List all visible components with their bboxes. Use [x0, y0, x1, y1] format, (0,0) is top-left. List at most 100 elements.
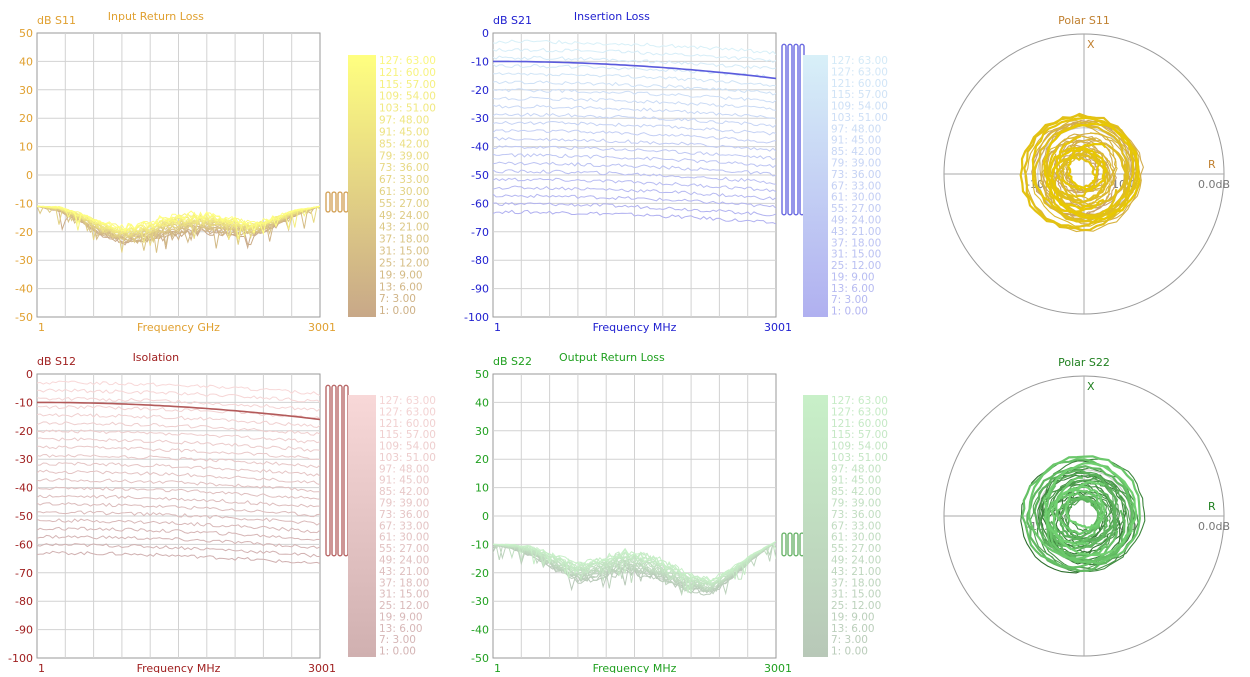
- legend-label: 73: 36.00: [831, 509, 881, 521]
- legend-label: 115: 57.00: [379, 79, 436, 91]
- y-tick-label: -20: [471, 84, 489, 97]
- y-tick-label: -10: [471, 538, 489, 551]
- legend-label: 73: 36.00: [379, 509, 429, 521]
- legend-label: 61: 30.00: [379, 532, 429, 544]
- legend-label: 121: 60.00: [831, 418, 888, 430]
- series-line: [37, 502, 320, 518]
- legend-label: 79: 39.00: [379, 498, 429, 510]
- series-line: [37, 205, 320, 232]
- end-marker: [781, 532, 787, 557]
- legend-label: 91: 45.00: [831, 135, 881, 147]
- legend-label: 19: 9.00: [379, 611, 423, 623]
- series-line: [493, 202, 776, 217]
- legend-label: 49: 24.00: [379, 210, 429, 222]
- legend-label: 31: 15.00: [831, 589, 881, 601]
- y-tick-label: -30: [471, 595, 489, 608]
- series-line: [493, 96, 776, 111]
- series-line: [37, 550, 320, 564]
- y-tick-label: -50: [15, 311, 33, 324]
- series-group: [37, 380, 320, 564]
- series-line: [37, 461, 320, 477]
- legend-label: 127: 63.00: [831, 66, 888, 78]
- legend-label: 115: 57.00: [831, 429, 888, 441]
- legend-label: 103: 51.00: [379, 452, 436, 464]
- series-line: [37, 412, 320, 429]
- series-line: [493, 112, 776, 128]
- y-tick-label: 0: [26, 169, 33, 182]
- polar-trace: [1019, 114, 1139, 229]
- y-tick-label: -20: [15, 226, 33, 239]
- chart-title: Isolation: [133, 351, 180, 364]
- y-tick-label: -100: [464, 311, 489, 324]
- end-marker: [793, 43, 799, 216]
- series-line: [37, 486, 320, 500]
- y-tick-label: -80: [471, 254, 489, 267]
- legend-label: 115: 57.00: [831, 89, 888, 101]
- legend-label: 1: 0.00: [831, 646, 868, 658]
- legend-label: 103: 51.00: [379, 103, 436, 115]
- legend-label: 79: 39.00: [831, 158, 881, 170]
- legend-label: 25: 12.00: [831, 260, 881, 272]
- end-marker: [325, 191, 331, 213]
- series-line: [37, 205, 320, 236]
- series-line: [37, 526, 320, 541]
- polar-x-label: X: [1087, 380, 1095, 393]
- chart-title: Insertion Loss: [574, 10, 650, 23]
- y-tick-label: 50: [19, 27, 33, 40]
- y-axis-label: dB S12: [37, 355, 76, 368]
- legend-label: 13: 6.00: [831, 283, 875, 295]
- legend-label: 37: 18.00: [379, 234, 429, 246]
- series-line: [493, 193, 776, 209]
- legend-label: 55: 27.00: [379, 198, 429, 210]
- chart-title: Output Return Loss: [559, 351, 665, 364]
- y-axis-label: dB S22: [493, 355, 532, 368]
- polar-x-label: X: [1087, 38, 1095, 51]
- legend-label: 19: 9.00: [379, 269, 423, 281]
- series-line: [493, 72, 776, 87]
- legend-label: 55: 27.00: [831, 203, 881, 215]
- legend-label: 73: 36.00: [831, 169, 881, 181]
- y-tick-label: -40: [471, 624, 489, 637]
- y-tick-label: -10: [471, 55, 489, 68]
- y-tick-label: 40: [19, 55, 33, 68]
- y-tick-label: -30: [15, 453, 33, 466]
- legend-label: 109: 54.00: [379, 441, 436, 453]
- series-line: [493, 145, 776, 161]
- legend-label: 25: 12.00: [831, 600, 881, 612]
- legend-label: 49: 24.00: [379, 554, 429, 566]
- polar-trace: [1038, 120, 1133, 218]
- series-group: [37, 205, 320, 253]
- y-tick-label: 10: [475, 482, 489, 495]
- legend-label: 79: 39.00: [831, 498, 881, 510]
- series-line: [493, 185, 776, 201]
- legend-label: 97: 48.00: [379, 115, 429, 127]
- end-marker: [337, 384, 343, 557]
- legend-label: 97: 48.00: [831, 463, 881, 475]
- end-marker: [787, 43, 793, 216]
- y-tick-label: -80: [15, 595, 33, 608]
- series-line: [493, 104, 776, 120]
- x-tick-label: 3001: [764, 321, 792, 334]
- y-tick-label: -60: [471, 197, 489, 210]
- legend-label: 85: 42.00: [379, 138, 429, 150]
- legend-label: 37: 18.00: [831, 237, 881, 249]
- chart-s22: 50 40 30 20 10 0 -10 -20 -30 -40 -50 dB S22 Output R…: [471, 351, 888, 675]
- legend-label: 127: 63.00: [831, 395, 888, 407]
- series-line: [493, 169, 776, 185]
- legend-label: 73: 36.00: [379, 162, 429, 174]
- legend-label: 13: 6.00: [831, 623, 875, 635]
- y-tick-label: -50: [471, 169, 489, 182]
- legend-label: 127: 63.00: [379, 395, 436, 407]
- legend-label: 121: 60.00: [379, 67, 436, 79]
- series-line: [37, 205, 320, 253]
- legend-label: 97: 48.00: [831, 123, 881, 135]
- legend-label: 85: 42.00: [831, 486, 881, 498]
- end-marker: [787, 532, 793, 557]
- series-line: [37, 437, 320, 453]
- x-tick-label: 1: [494, 662, 501, 673]
- legend-label: 7: 3.00: [831, 634, 868, 646]
- series-line: [37, 380, 320, 396]
- legend-label: 13: 6.00: [379, 623, 423, 635]
- legend-label: 13: 6.00: [379, 281, 423, 293]
- end-marker: [331, 384, 337, 557]
